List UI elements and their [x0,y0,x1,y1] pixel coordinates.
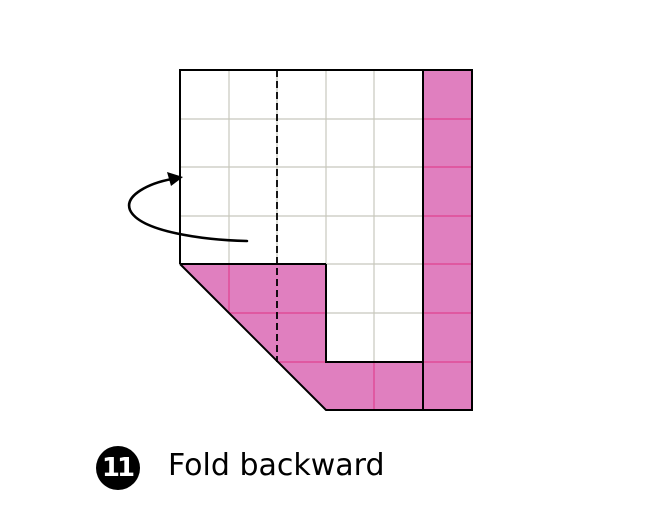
colored-grid-lines [228,118,472,410]
fold-backward-arrow [127,172,249,243]
colored-right-strip [423,70,472,410]
step-number-badge: 11 [96,446,140,490]
step-instruction-text: Fold backward [168,448,385,483]
white-grid-lines [180,70,423,362]
paper-outline [179,69,473,411]
